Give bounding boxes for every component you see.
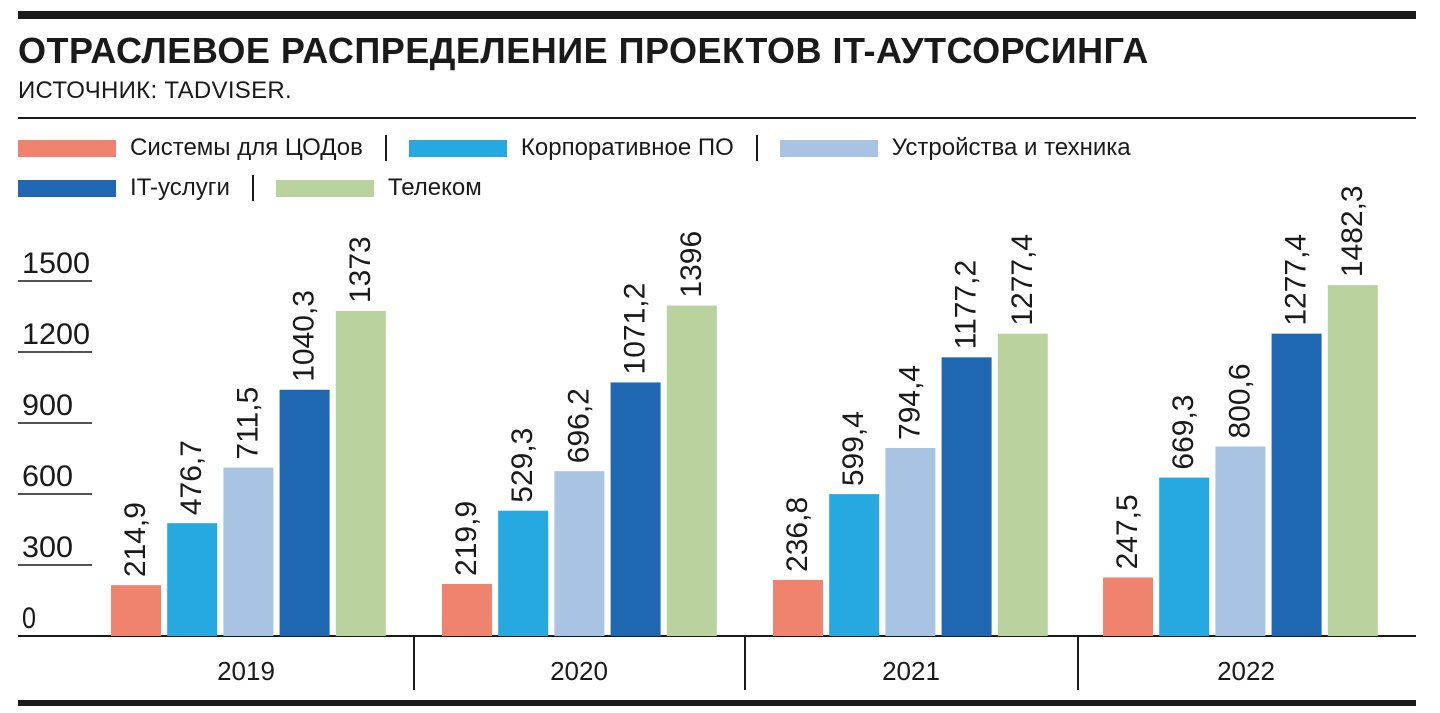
bar bbox=[666, 305, 717, 636]
legend: Системы для ЦОДов Корпоративное ПО Устро… bbox=[18, 128, 1318, 208]
bar bbox=[1327, 285, 1378, 636]
bar-value-label: 599,4 bbox=[837, 411, 870, 486]
legend-row-2: IT-услуги Телеком bbox=[18, 168, 1318, 208]
legend-separator bbox=[755, 135, 758, 161]
legend-label-telecom: Телеком bbox=[387, 174, 482, 201]
bar bbox=[223, 467, 274, 636]
bar bbox=[167, 523, 218, 636]
bar bbox=[610, 382, 661, 636]
chart-source: ИСТОЧНИК: TADVISER. bbox=[18, 77, 293, 104]
legend-item-it-services: IT-услуги bbox=[18, 174, 230, 202]
legend-label-datacenter: Системы для ЦОДов bbox=[130, 134, 363, 161]
legend-item-devices: Устройства и техника bbox=[779, 134, 1131, 162]
bar-value-label: 476,7 bbox=[175, 440, 208, 515]
bottom-rule bbox=[18, 700, 1416, 706]
legend-item-software: Корпоративное ПО bbox=[408, 134, 734, 162]
bar-value-label: 214,9 bbox=[119, 502, 152, 577]
legend-swatch-software bbox=[408, 139, 507, 157]
bar bbox=[1159, 477, 1210, 636]
bar-value-label: 247,5 bbox=[1111, 494, 1144, 569]
bar bbox=[1215, 446, 1266, 636]
bar-value-label: 529,3 bbox=[506, 428, 539, 503]
bar-value-label: 1482,3 bbox=[1336, 185, 1369, 277]
chart-title: ОТРАСЛЕВОЕ РАСПРЕДЕЛЕНИЕ ПРОЕКТОВ IT-АУТ… bbox=[18, 30, 1149, 71]
bar-value-label: 1373 bbox=[344, 236, 377, 303]
y-tick-label: 900 bbox=[22, 389, 73, 422]
legend-label-devices: Устройства и техника bbox=[891, 134, 1131, 161]
bar bbox=[279, 389, 330, 636]
bar bbox=[773, 579, 823, 636]
top-rule bbox=[18, 11, 1416, 19]
bar bbox=[941, 357, 992, 636]
y-tick-label: 0 bbox=[22, 602, 36, 635]
bar-value-label: 1040,3 bbox=[288, 290, 321, 382]
bar bbox=[997, 333, 1048, 636]
legend-item-telecom: Телеком bbox=[275, 174, 482, 202]
bar-value-label: 800,6 bbox=[1223, 363, 1256, 438]
bar-value-label: 1396 bbox=[675, 231, 708, 298]
legend-row-1: Системы для ЦОДов Корпоративное ПО Устро… bbox=[18, 128, 1318, 168]
legend-item-datacenter: Системы для ЦОДов bbox=[18, 134, 363, 162]
bar-value-label: 236,8 bbox=[781, 497, 814, 572]
bar-value-label: 1277,4 bbox=[1006, 234, 1039, 326]
x-category-label: 2019 bbox=[217, 656, 275, 686]
bar-value-label: 669,3 bbox=[1167, 394, 1200, 469]
bar bbox=[442, 583, 492, 636]
bar-value-label: 1177,2 bbox=[950, 260, 983, 350]
legend-swatch-devices bbox=[779, 139, 878, 157]
legend-label-software: Корпоративное ПО bbox=[520, 134, 734, 161]
bar bbox=[498, 510, 549, 636]
bar-value-label: 219,9 bbox=[450, 501, 483, 576]
header-rule bbox=[18, 117, 1416, 119]
bar-value-label: 1277,4 bbox=[1280, 234, 1313, 326]
legend-separator bbox=[384, 135, 387, 161]
bar bbox=[335, 311, 386, 636]
x-category-label: 2020 bbox=[550, 656, 608, 686]
bar bbox=[885, 447, 936, 636]
legend-swatch-datacenter bbox=[18, 139, 116, 157]
y-tick-label: 1200 bbox=[22, 318, 90, 351]
bar-value-label: 711,5 bbox=[231, 387, 264, 460]
x-category-label: 2021 bbox=[882, 656, 940, 686]
bar bbox=[829, 494, 880, 636]
y-tick-label: 300 bbox=[22, 531, 73, 564]
legend-separator bbox=[251, 175, 254, 201]
legend-swatch-telecom bbox=[275, 179, 374, 197]
x-category-label: 2022 bbox=[1217, 656, 1275, 686]
y-tick-label: 600 bbox=[22, 460, 73, 493]
legend-label-it-services: IT-услуги bbox=[130, 174, 230, 201]
bar-value-label: 1071,2 bbox=[619, 283, 652, 375]
bar bbox=[554, 471, 605, 636]
y-tick-label: 1500 bbox=[22, 247, 90, 280]
bar bbox=[1103, 577, 1153, 636]
bar bbox=[1271, 333, 1322, 636]
bar-value-label: 696,2 bbox=[562, 388, 595, 463]
bar bbox=[111, 585, 161, 636]
legend-swatch-it-services bbox=[18, 179, 116, 197]
bar-value-label: 794,4 bbox=[893, 365, 926, 440]
